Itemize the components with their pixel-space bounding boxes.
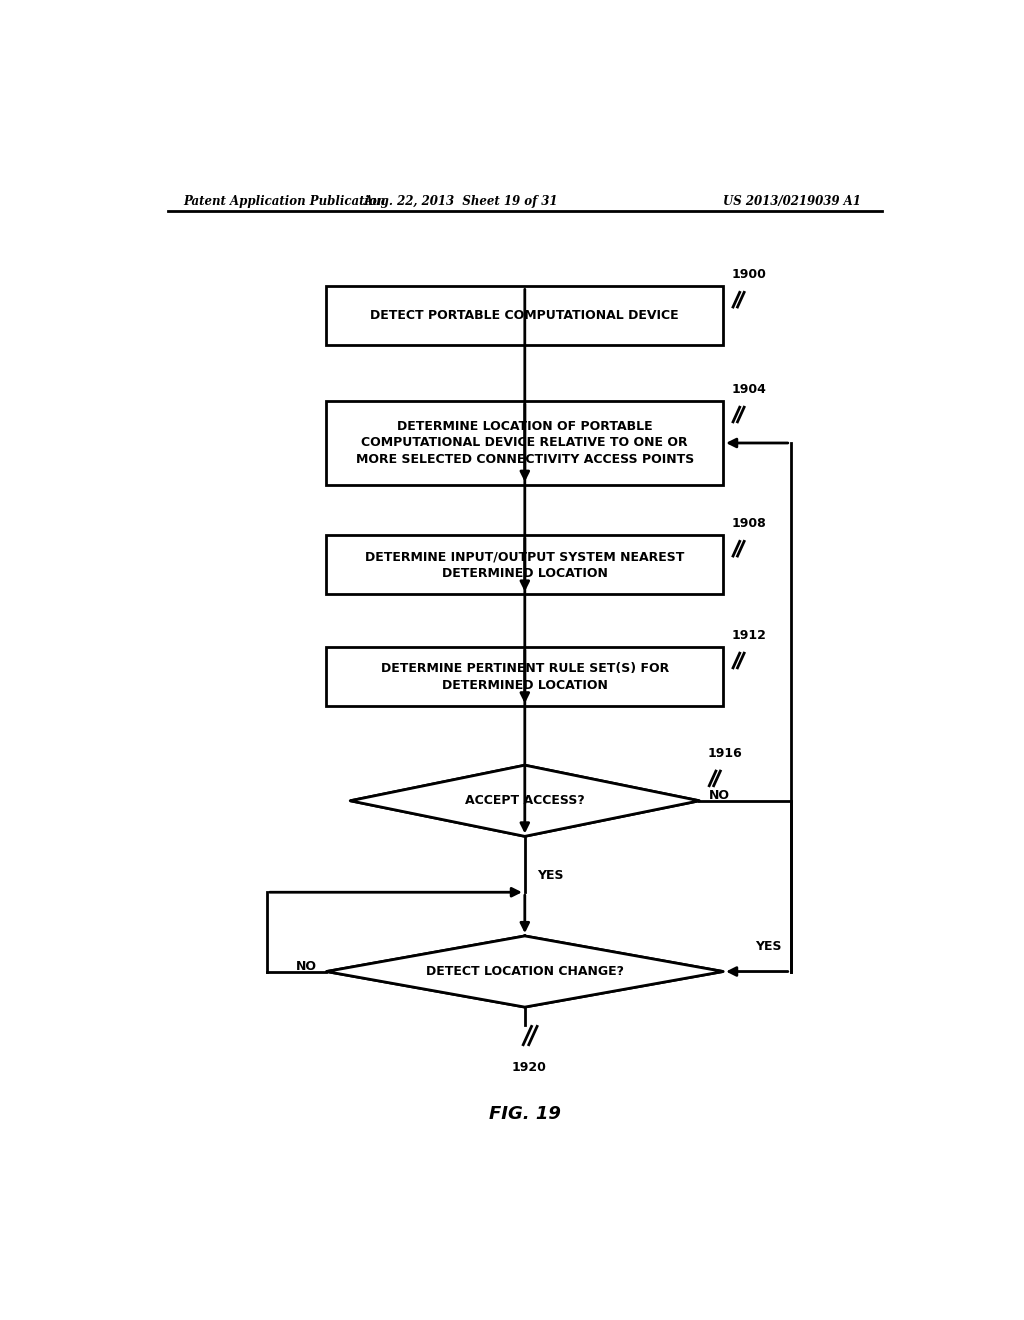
Polygon shape (327, 936, 723, 1007)
Text: 1912: 1912 (731, 630, 766, 643)
Text: 1916: 1916 (708, 747, 742, 760)
Text: Aug. 22, 2013  Sheet 19 of 31: Aug. 22, 2013 Sheet 19 of 31 (365, 194, 558, 207)
Polygon shape (350, 766, 699, 837)
Bar (327, 401, 723, 484)
Text: DETERMINE PERTINENT RULE SET(S) FOR
DETERMINED LOCATION: DETERMINE PERTINENT RULE SET(S) FOR DETE… (381, 663, 669, 692)
Text: NO: NO (709, 789, 730, 803)
Text: 1904: 1904 (731, 383, 766, 396)
Text: ACCEPT ACCESS?: ACCEPT ACCESS? (465, 795, 585, 808)
Text: Patent Application Publication: Patent Application Publication (183, 194, 386, 207)
Bar (327, 286, 723, 346)
Bar (327, 536, 723, 594)
Text: US 2013/0219039 A1: US 2013/0219039 A1 (723, 194, 861, 207)
Text: DETERMINE LOCATION OF PORTABLE
COMPUTATIONAL DEVICE RELATIVE TO ONE OR
MORE SELE: DETERMINE LOCATION OF PORTABLE COMPUTATI… (355, 420, 694, 466)
Text: YES: YES (537, 869, 563, 882)
Text: NO: NO (296, 960, 316, 973)
Text: DETECT PORTABLE COMPUTATIONAL DEVICE: DETECT PORTABLE COMPUTATIONAL DEVICE (371, 309, 679, 322)
Text: FIG. 19: FIG. 19 (488, 1105, 561, 1123)
Text: DETECT LOCATION CHANGE?: DETECT LOCATION CHANGE? (426, 965, 624, 978)
Bar (327, 647, 723, 706)
Text: 1920: 1920 (511, 1061, 546, 1074)
Text: 1900: 1900 (731, 268, 766, 281)
Text: 1908: 1908 (731, 517, 766, 531)
Text: YES: YES (755, 940, 781, 953)
Text: DETERMINE INPUT/OUTPUT SYSTEM NEAREST
DETERMINED LOCATION: DETERMINE INPUT/OUTPUT SYSTEM NEAREST DE… (366, 550, 684, 579)
